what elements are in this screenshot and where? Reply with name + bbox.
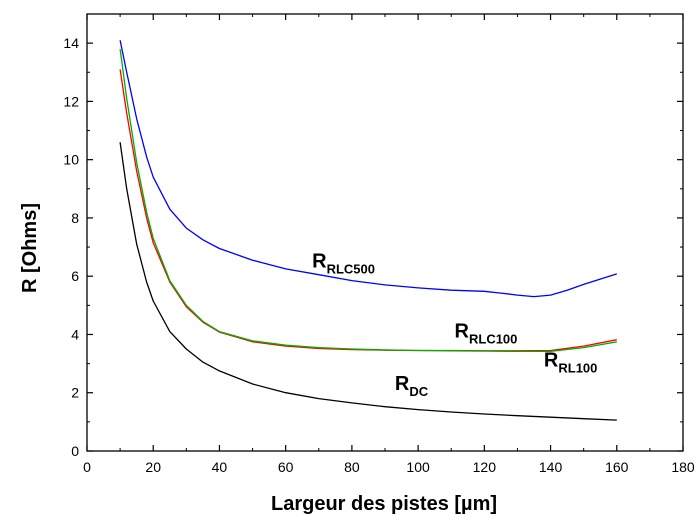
series-label-rlc500: RRLC500 [312, 250, 375, 276]
y-tick-label: 14 [63, 35, 79, 51]
plot-area: 0 20 40 60 80 100 120 140 160 180 0 2 4 6 8 10 12 14 [63, 13, 695, 475]
x-tick-label: 100 [406, 459, 430, 475]
x-tick-label: 80 [344, 459, 360, 475]
series-line-rlc500 [119, 40, 617, 298]
series-label-rl100: RRL100 [544, 350, 597, 376]
series-labels: RRLC500 RRLC100 RRL100 RDC [312, 250, 597, 398]
y-axis-title: R [Ohms] [19, 203, 41, 293]
y-tick-label: 6 [71, 268, 79, 284]
y-tick-label: 12 [63, 93, 79, 109]
series-line-dc [119, 142, 617, 421]
x-tick-label: 40 [212, 459, 228, 475]
x-tick-label: 20 [145, 459, 161, 475]
series-line-rl100 [119, 69, 617, 352]
y-tick-label: 2 [71, 385, 79, 401]
y-tick-label: 8 [71, 210, 79, 226]
y-tick-label: 10 [63, 152, 79, 168]
series-label-dc: RDC [395, 373, 429, 399]
x-tick-label: 0 [83, 459, 91, 475]
x-tick-label: 160 [605, 459, 629, 475]
x-axis-title: Largeur des pistes [µm] [271, 493, 497, 515]
x-tick-label: 120 [473, 459, 497, 475]
plot-frame [86, 13, 684, 452]
series-label-rlc100: RRLC100 [455, 320, 518, 346]
y-tick-label: 4 [71, 326, 79, 342]
x-tick-label: 140 [539, 459, 563, 475]
x-tick-label: 180 [671, 459, 695, 475]
y-tick-label: 0 [71, 443, 79, 459]
series-group [119, 40, 617, 421]
x-tick-label: 60 [278, 459, 294, 475]
series-line-rlc100 [119, 48, 617, 353]
